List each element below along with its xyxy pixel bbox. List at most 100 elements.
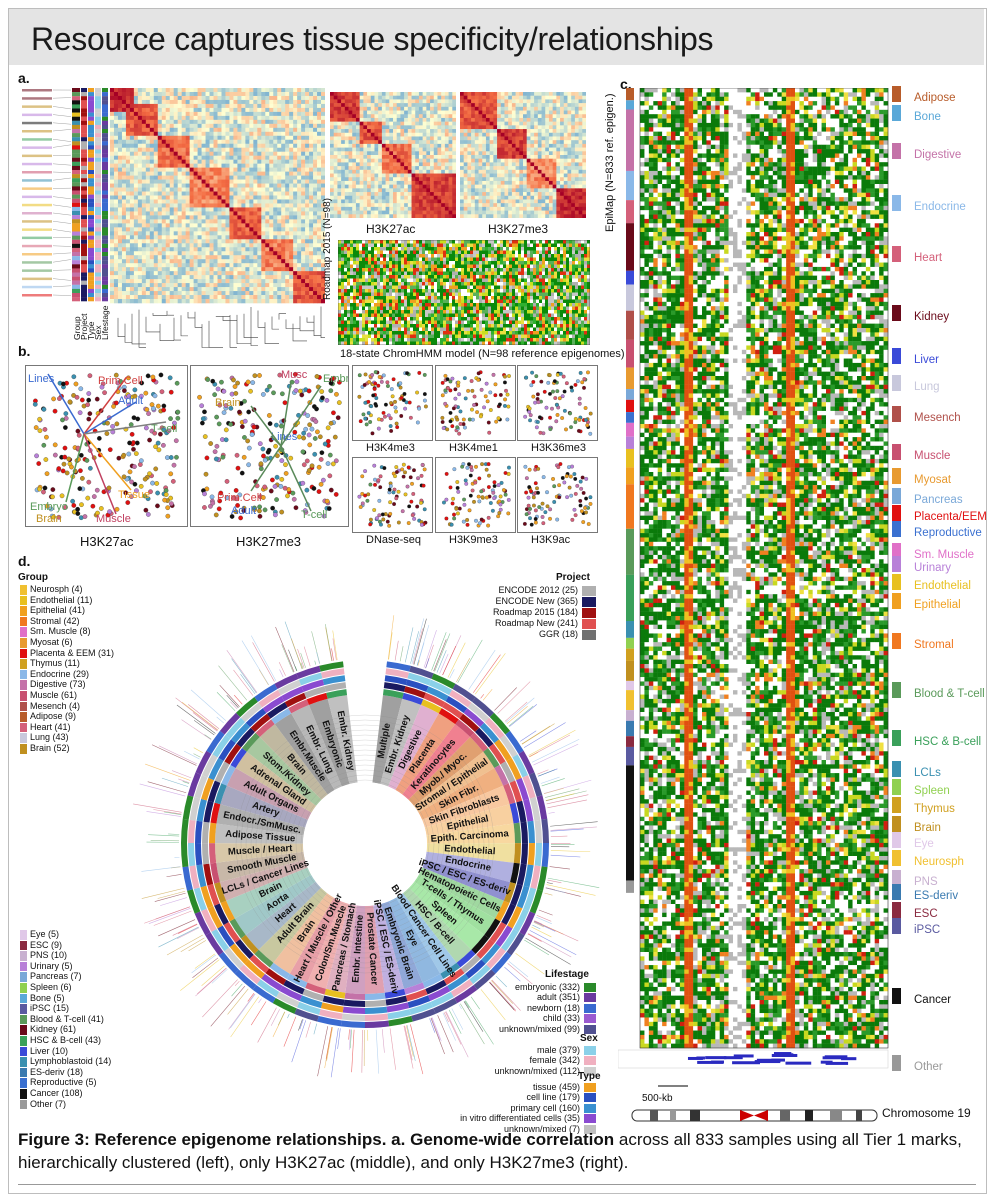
clade-label: Muscle / Heart <box>228 843 294 858</box>
legend-swatch <box>20 930 27 940</box>
tissue-swatch <box>892 682 901 698</box>
umap1-annotation: Tissue <box>118 489 150 501</box>
legend-swatch <box>20 1078 27 1088</box>
legend-swatch <box>20 961 27 972</box>
legend-swatch <box>20 1046 27 1057</box>
legend-item-label: Other (7) <box>30 1099 66 1109</box>
legend-item-label: Pancreas (7) <box>30 971 82 981</box>
panel-a-chromhmm-strip <box>338 240 590 345</box>
tissue-swatch <box>892 730 901 746</box>
tissue-label-ipsc: iPSC <box>914 924 940 936</box>
legend-swatch <box>20 627 27 637</box>
legend-swatch <box>20 972 27 982</box>
chromosome-ideogram <box>631 1109 878 1122</box>
slide-title: Resource captures tissue specificity/rel… <box>31 21 714 58</box>
bottom-rule <box>18 1184 976 1185</box>
tissue-label-bone: Bone <box>914 111 941 123</box>
legend-item-label: Reproductive (5) <box>30 1077 97 1087</box>
heatmap-label-h3k27me3: H3K27me3 <box>488 222 548 236</box>
clade-label: Prostate Cancer <box>364 912 380 986</box>
caption-bold: Genome-wide correlation <box>410 1130 614 1149</box>
legend-swatch <box>20 701 27 712</box>
tissue-label-adipose: Adipose <box>914 92 956 104</box>
legend-swatch <box>20 680 27 690</box>
umap-small-h3k4me3 <box>352 365 433 441</box>
chromosome-label: Chromosome 19 <box>882 1106 971 1120</box>
title-bar: Resource captures tissue specificity/rel… <box>9 9 984 65</box>
legend-project-label: ENCODE 2012 (25) <box>478 585 578 595</box>
tissue-label-stromal: Stromal <box>914 639 954 651</box>
legend-swatch <box>20 616 27 627</box>
legend-swatch <box>20 691 27 701</box>
tissue-label-spleen: Spleen <box>914 785 950 797</box>
umap2-annotation: Embr <box>323 373 348 385</box>
legend-swatch <box>20 669 27 680</box>
tissue-swatch <box>892 870 901 886</box>
legend-item-label: Placenta & EEM (31) <box>30 648 114 658</box>
legend-swatch <box>20 1067 27 1078</box>
legend-item-label: Muscle (61) <box>30 690 77 700</box>
tissue-swatch <box>892 86 901 102</box>
legend-item-label: Heart (41) <box>30 722 71 732</box>
umap-small-h3k9me3 <box>435 457 516 533</box>
legend-swatch <box>584 1024 596 1034</box>
legend-item-label: unknown/mixed (7) <box>418 1124 580 1134</box>
tissue-swatch <box>892 444 901 460</box>
heatmap-label-h3k27ac: H3K27ac <box>366 222 415 236</box>
tissue-label-reproductive: Reproductive <box>914 527 982 539</box>
tissue-label-heart: Heart <box>914 252 942 264</box>
legend-swatch <box>20 1089 27 1099</box>
umap2-annotation: T-cell <box>301 509 327 521</box>
panel-a-side-tracks <box>22 88 108 302</box>
tissue-swatch <box>892 816 901 832</box>
legend-swatch <box>20 585 27 595</box>
tissue-label-endocrine: Endocrine <box>914 201 966 213</box>
tissue-label-eye: Eye <box>914 838 934 850</box>
legend-item-label: Thymus (11) <box>30 658 80 668</box>
tissue-swatch <box>892 574 901 590</box>
legend-item-label: Bone (5) <box>30 993 65 1003</box>
tissue-swatch <box>892 143 901 159</box>
legend-swatch <box>584 993 596 1003</box>
legend-item-label: Liver (10) <box>30 1046 68 1056</box>
tissue-swatch <box>892 348 901 364</box>
legend-swatch <box>582 608 596 618</box>
caption-a-label: a. <box>391 1130 405 1149</box>
panel-a-label: a. <box>18 70 30 86</box>
legend-project-title: Project <box>556 572 590 583</box>
legend-swatch <box>20 659 27 669</box>
tissue-label-mesench: Mesench <box>914 412 961 424</box>
legend-item-label: Adipose (9) <box>30 711 76 721</box>
legend-item-label: Myosat (6) <box>30 637 73 647</box>
scale-bar-label: 500-kb <box>642 1093 673 1104</box>
legend-item-label: PNS (10) <box>30 950 67 960</box>
tissue-label-es-deriv: ES-deriv <box>914 890 958 902</box>
legend-project-label: Roadmap New (241) <box>478 618 578 628</box>
legend-item-label: Spleen (6) <box>30 982 72 992</box>
tissue-label-pns: PNS <box>914 876 938 888</box>
legend-item-label: cell line (179) <box>418 1092 580 1102</box>
legend-project-label: GGR (18) <box>478 629 578 639</box>
panel-a-h3k27me3-heatmap <box>460 92 586 218</box>
tissue-label-liver: Liver <box>914 354 939 366</box>
tissue-swatch <box>892 488 901 504</box>
panel-a-h3k27ac-heatmap <box>330 92 456 218</box>
tissue-swatch <box>892 884 901 900</box>
tissue-swatch <box>892 902 901 918</box>
tissue-swatch <box>892 195 901 211</box>
umap1-annotation: Brain <box>36 513 62 525</box>
legend-item-label: newborn (18) <box>418 1003 580 1013</box>
legend-swatch <box>20 940 27 951</box>
legend-swatch <box>584 983 596 992</box>
track-label-lifestage: Lifestage <box>100 306 110 341</box>
legend-item-label: iPSC (15) <box>30 1003 69 1013</box>
roadmap-label: Roadmap 2015 (N=98) <box>322 198 333 300</box>
legend-project-label: Roadmap 2015 (184) <box>478 607 578 617</box>
tissue-label-placenta-eem: Placenta/EEM <box>914 511 987 523</box>
legend-group-title: Group <box>18 572 48 583</box>
legend-swatch <box>20 951 27 961</box>
tissue-swatch <box>892 988 901 1004</box>
legend-swatch <box>582 597 596 607</box>
legend-swatch <box>582 619 596 629</box>
legend-swatch <box>20 638 27 648</box>
